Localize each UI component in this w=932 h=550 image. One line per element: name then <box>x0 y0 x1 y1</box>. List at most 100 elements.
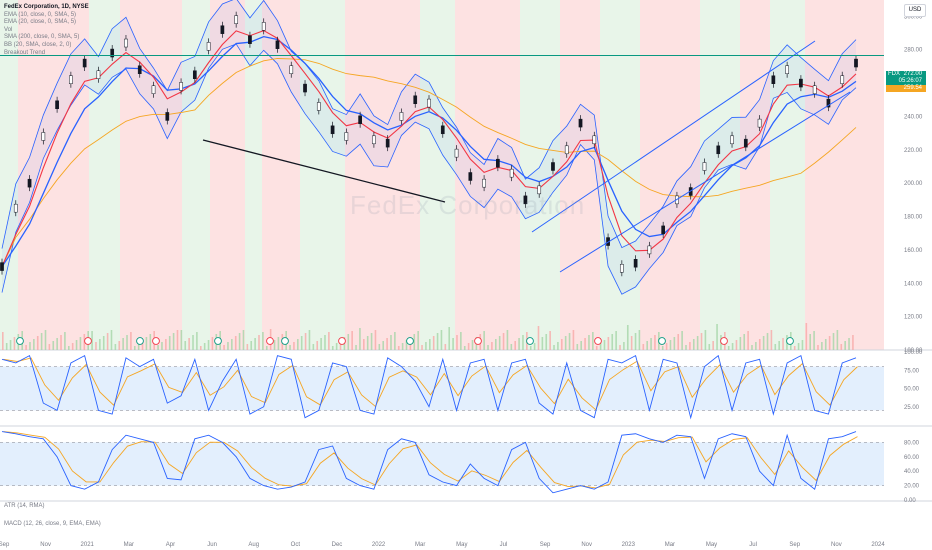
candle-body <box>110 48 115 58</box>
volume-bar <box>133 346 136 350</box>
earnings-marker <box>658 337 666 345</box>
volume-bar <box>572 330 575 350</box>
earnings-marker <box>84 337 92 345</box>
x-tick-label: Dec <box>332 542 343 548</box>
volume-bar <box>347 334 350 350</box>
volume-bar <box>149 334 152 350</box>
currency-button[interactable]: USD <box>904 4 926 17</box>
legend-item[interactable]: Breakout Trend <box>4 49 46 56</box>
volume-bar <box>165 339 167 350</box>
volume-bar <box>122 338 124 350</box>
volume-bar <box>199 346 202 350</box>
candle-body <box>41 132 46 141</box>
volume-bar <box>265 346 268 350</box>
legend-item[interactable]: EMA (20, close, 0, SMA, 5) <box>4 19 77 26</box>
x-tick-label: Nov <box>831 542 842 548</box>
volume-bar <box>638 330 641 350</box>
volume-bar <box>417 331 419 350</box>
volume-bar <box>161 342 163 350</box>
volume-bar <box>607 337 610 350</box>
volume-bar <box>514 341 516 350</box>
candle-body <box>537 185 542 195</box>
volume-bar <box>102 336 105 350</box>
oscillator-pane <box>1 431 858 494</box>
x-tick-label: 2021 <box>81 542 95 548</box>
stoch-tick-label: 25.00 <box>904 405 920 411</box>
osc-tick-label: 40.00 <box>904 469 920 475</box>
candle-body <box>165 112 170 121</box>
volume-bar <box>44 330 47 350</box>
volume-bar <box>25 345 27 350</box>
volume-bar <box>467 343 470 350</box>
volume-bar <box>413 334 416 350</box>
volume-bar <box>731 343 734 350</box>
x-tick-label: Nov <box>581 542 592 548</box>
volume-bar <box>654 335 656 350</box>
candle-body <box>261 22 266 31</box>
volume-bar <box>840 344 843 350</box>
volume-bar <box>529 346 532 350</box>
oscillator-line <box>1 354 857 420</box>
volume-bar <box>739 337 742 350</box>
volume-bar <box>320 338 322 350</box>
volume-bar <box>592 332 594 350</box>
volume-bar <box>60 335 62 350</box>
volume-bar <box>793 346 796 350</box>
downtrend-line <box>202 139 446 203</box>
candle-body <box>124 38 128 48</box>
volume-bar <box>308 330 311 350</box>
volume-bar <box>293 342 295 350</box>
candle-body <box>730 135 734 145</box>
volume-bar <box>448 327 451 350</box>
candle-body <box>564 145 569 155</box>
watermark: FedEx Corporation <box>350 190 586 220</box>
volume-bar <box>821 342 823 350</box>
volume-bar <box>234 336 237 350</box>
candle-body <box>82 58 87 68</box>
volume-bar <box>355 345 357 350</box>
earnings-marker <box>720 337 728 345</box>
volume-bar <box>487 345 489 350</box>
volume-bar <box>401 343 404 350</box>
volume-bar <box>553 345 555 350</box>
volume-bar <box>727 346 730 350</box>
price-tag: FDX 272.00 05:26:07 259.54 <box>886 71 926 92</box>
volume-bar <box>491 342 493 350</box>
volume-bar <box>91 331 93 350</box>
volume-bar <box>747 331 749 350</box>
volume-bar <box>522 335 524 350</box>
candle-body <box>179 82 183 91</box>
legend-item[interactable]: EMA (10, close, 0, SMA, 5) <box>4 11 77 18</box>
legend-item[interactable]: Vol <box>4 26 13 33</box>
candle-body <box>372 135 376 145</box>
legend-item[interactable]: BB (20, SMA, close, 2, 0) <box>4 41 72 48</box>
volume-bar <box>518 338 520 350</box>
volume-bars <box>2 323 854 350</box>
volume-bar <box>603 340 606 350</box>
volume-bar <box>316 341 319 350</box>
x-tick-label: 2023 <box>622 542 636 548</box>
downtrend-band <box>120 0 182 350</box>
legend-item[interactable]: SMA (200, close, 0, SMA, 5) <box>4 34 80 41</box>
candle-body <box>330 125 335 135</box>
atr-label[interactable]: ATR (14, RMA) <box>4 503 45 509</box>
candle-body <box>27 178 32 188</box>
candle-body <box>647 245 652 255</box>
volume-bar <box>203 343 206 350</box>
earnings-marker <box>406 337 414 345</box>
volume-bar <box>184 341 187 350</box>
x-tick-label: Sep <box>0 542 10 548</box>
candle-body <box>55 100 59 110</box>
x-tick-label: Sep <box>789 542 800 548</box>
candle-body <box>633 258 638 268</box>
macd-label[interactable]: MACD (12, 26, close, 9, EMA, EMA) <box>4 521 101 527</box>
earnings-marker <box>338 337 346 345</box>
volume-bar <box>223 345 225 350</box>
y-tick-label: 180.00 <box>904 215 923 221</box>
legend-title[interactable]: FedEx Corporation, 1D, NYSE <box>4 4 89 10</box>
downtrend-band <box>740 0 770 350</box>
volume-bar <box>541 337 544 350</box>
volume-bar <box>778 341 780 350</box>
y-tick-label: 220.00 <box>904 148 923 154</box>
candle-body <box>496 158 500 168</box>
